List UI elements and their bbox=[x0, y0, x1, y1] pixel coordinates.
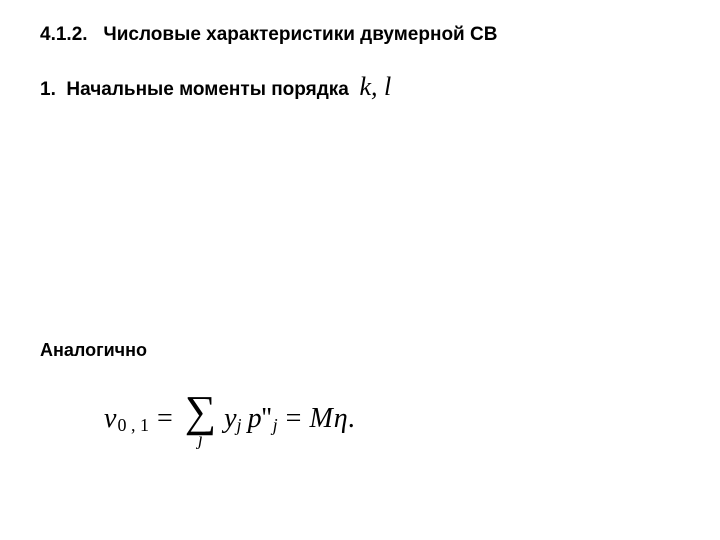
formula-pprime: '' bbox=[262, 403, 272, 435]
formula-p: p bbox=[248, 403, 262, 435]
formula-sigma: ∑ bbox=[185, 390, 216, 434]
section-number: 4.1.2. bbox=[40, 24, 88, 45]
formula-nu-sub-a: 0 bbox=[117, 415, 126, 435]
subsection-1: 1. Начальные моменты порядка k, l bbox=[40, 72, 391, 102]
formula-eq2: = bbox=[286, 403, 302, 435]
section-title: Числовые характеристики двумерной СВ bbox=[103, 24, 497, 45]
sigma-wrap: ∑ j bbox=[185, 390, 216, 448]
section-heading: 4.1.2. Числовые характеристики двумерной… bbox=[40, 24, 497, 46]
formula-eq1: = bbox=[157, 403, 173, 435]
formula-nu: ν bbox=[104, 403, 116, 435]
sub1-title: Начальные моменты порядка bbox=[66, 79, 348, 101]
formula-p-sub: j bbox=[273, 415, 278, 436]
sub1-math-kl: k, l bbox=[359, 72, 391, 102]
formula-nu-sub-b: 1 bbox=[140, 415, 149, 435]
formula-M: M bbox=[309, 403, 332, 435]
formula-sigma-sub: j bbox=[198, 430, 203, 448]
sub1-number: 1. bbox=[40, 79, 56, 101]
analog-text: Аналогично bbox=[40, 340, 147, 361]
formula-y: y bbox=[224, 403, 236, 435]
formula-block: ν 0 , 1 = ∑ j y j p '' j = M η . bbox=[104, 390, 355, 448]
formula-nu-sub-comma: , bbox=[131, 415, 136, 435]
formula-y-sub: j bbox=[237, 415, 242, 436]
formula-eta: η bbox=[334, 403, 348, 435]
formula-period: . bbox=[348, 403, 355, 435]
